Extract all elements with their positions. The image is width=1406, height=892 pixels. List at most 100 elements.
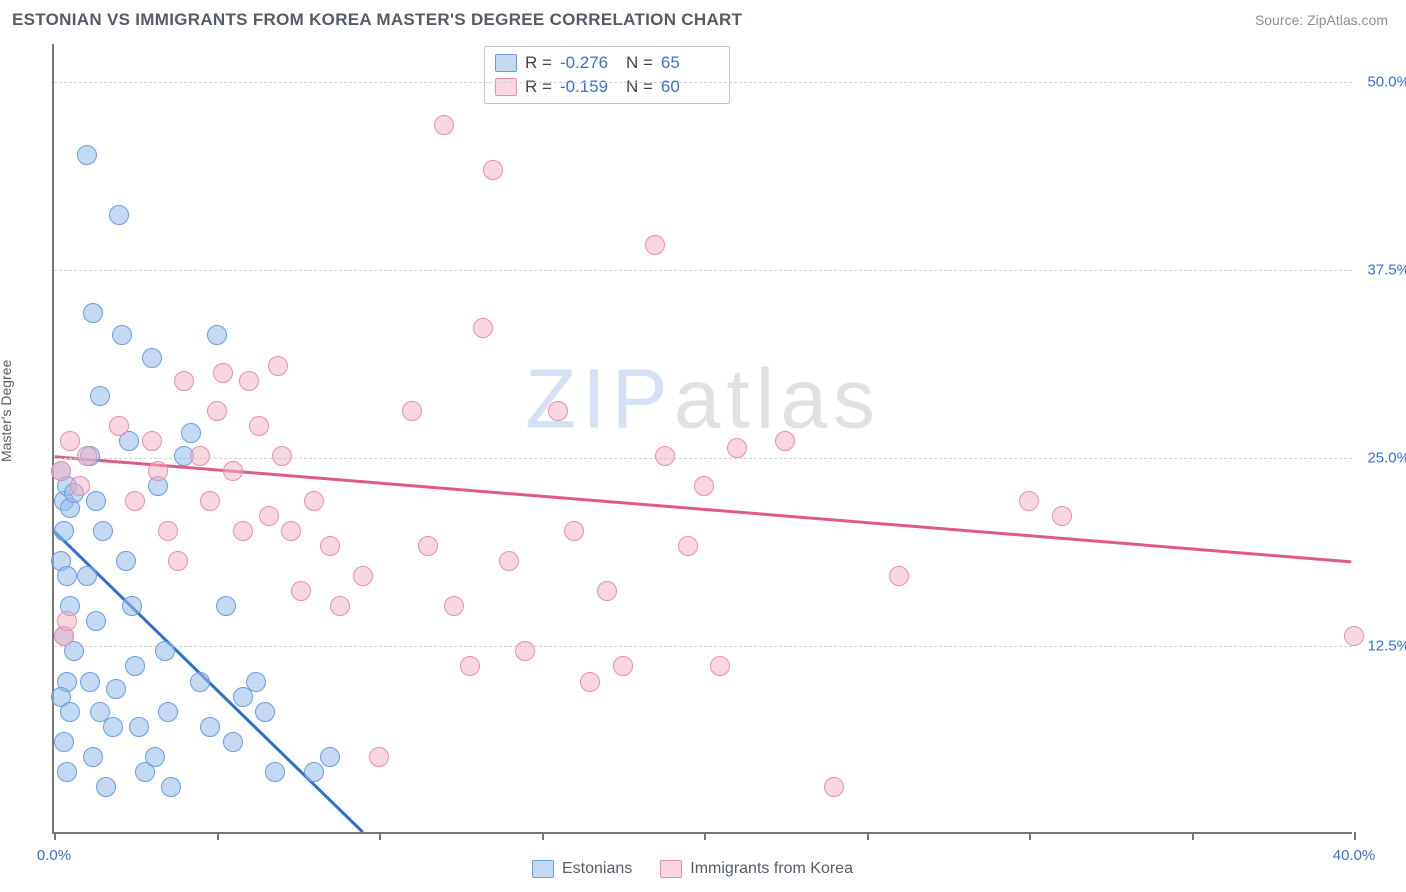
watermark-atlas: atlas: [674, 351, 881, 445]
y-tick-label: 37.5%: [1367, 261, 1406, 278]
data-point: [142, 431, 162, 451]
data-point: [291, 581, 311, 601]
gridline: [54, 646, 1352, 647]
n-label: N =: [626, 53, 653, 73]
data-point: [304, 762, 324, 782]
data-point: [125, 491, 145, 511]
data-point: [142, 348, 162, 368]
data-point: [213, 363, 233, 383]
stats-row: R =-0.276N =65: [495, 51, 719, 75]
data-point: [434, 115, 454, 135]
data-point: [1344, 626, 1364, 646]
data-point: [304, 491, 324, 511]
legend-item: Estonians: [532, 860, 632, 878]
data-point: [54, 521, 74, 541]
data-point: [272, 446, 292, 466]
data-point: [57, 762, 77, 782]
x-tick: [1354, 832, 1356, 840]
data-point: [122, 596, 142, 616]
data-point: [168, 551, 188, 571]
data-point: [694, 476, 714, 496]
data-point: [158, 521, 178, 541]
data-point: [889, 566, 909, 586]
n-value: 60: [661, 77, 719, 97]
x-tick: [54, 832, 56, 840]
data-point: [265, 762, 285, 782]
trendlines: [54, 44, 1352, 832]
x-tick: [704, 832, 706, 840]
gridline: [54, 458, 1352, 459]
trend-line: [55, 457, 1352, 562]
series-legend: Estonians Immigrants from Korea: [532, 860, 853, 878]
data-point: [597, 581, 617, 601]
r-value: -0.276: [560, 53, 618, 73]
x-tick: [542, 832, 544, 840]
data-point: [402, 401, 422, 421]
data-point: [216, 596, 236, 616]
series-label: Immigrants from Korea: [690, 860, 853, 878]
data-point: [161, 777, 181, 797]
data-point: [1052, 506, 1072, 526]
data-point: [645, 235, 665, 255]
stats-legend: R =-0.276N =65R =-0.159N =60: [484, 46, 730, 104]
data-point: [116, 551, 136, 571]
x-tick-label: 0.0%: [37, 847, 71, 864]
plot-area: ZIPatlas R =-0.276N =65R =-0.159N =60 12…: [52, 44, 1352, 834]
data-point: [710, 656, 730, 676]
data-point: [109, 205, 129, 225]
x-tick: [1029, 832, 1031, 840]
r-value: -0.159: [560, 77, 618, 97]
data-point: [246, 672, 266, 692]
data-point: [223, 461, 243, 481]
series-label: Estonians: [562, 860, 632, 878]
data-point: [93, 521, 113, 541]
data-point: [499, 551, 519, 571]
data-point: [106, 679, 126, 699]
data-point: [281, 521, 301, 541]
data-point: [207, 325, 227, 345]
data-point: [103, 717, 123, 737]
x-tick: [217, 832, 219, 840]
data-point: [207, 401, 227, 421]
data-point: [90, 386, 110, 406]
series-swatch: [495, 54, 517, 72]
series-swatch: [660, 860, 682, 878]
data-point: [83, 303, 103, 323]
data-point: [155, 641, 175, 661]
data-point: [200, 717, 220, 737]
data-point: [369, 747, 389, 767]
data-point: [255, 702, 275, 722]
data-point: [613, 656, 633, 676]
data-point: [330, 596, 350, 616]
data-point: [233, 521, 253, 541]
gridline: [54, 82, 1352, 83]
x-tick: [379, 832, 381, 840]
data-point: [515, 641, 535, 661]
data-point: [460, 656, 480, 676]
data-point: [60, 702, 80, 722]
data-point: [174, 371, 194, 391]
data-point: [70, 476, 90, 496]
data-point: [580, 672, 600, 692]
data-point: [655, 446, 675, 466]
data-point: [77, 566, 97, 586]
stats-row: R =-0.159N =60: [495, 75, 719, 99]
x-tick: [1192, 832, 1194, 840]
data-point: [418, 536, 438, 556]
data-point: [83, 747, 103, 767]
data-point: [57, 611, 77, 631]
data-point: [775, 431, 795, 451]
data-point: [483, 160, 503, 180]
data-point: [190, 672, 210, 692]
data-point: [1019, 491, 1039, 511]
data-point: [181, 423, 201, 443]
data-point: [320, 536, 340, 556]
r-label: R =: [525, 77, 552, 97]
data-point: [80, 672, 100, 692]
x-tick-label: 40.0%: [1333, 847, 1376, 864]
data-point: [60, 431, 80, 451]
data-point: [320, 747, 340, 767]
data-point: [259, 506, 279, 526]
data-point: [548, 401, 568, 421]
data-point: [125, 656, 145, 676]
